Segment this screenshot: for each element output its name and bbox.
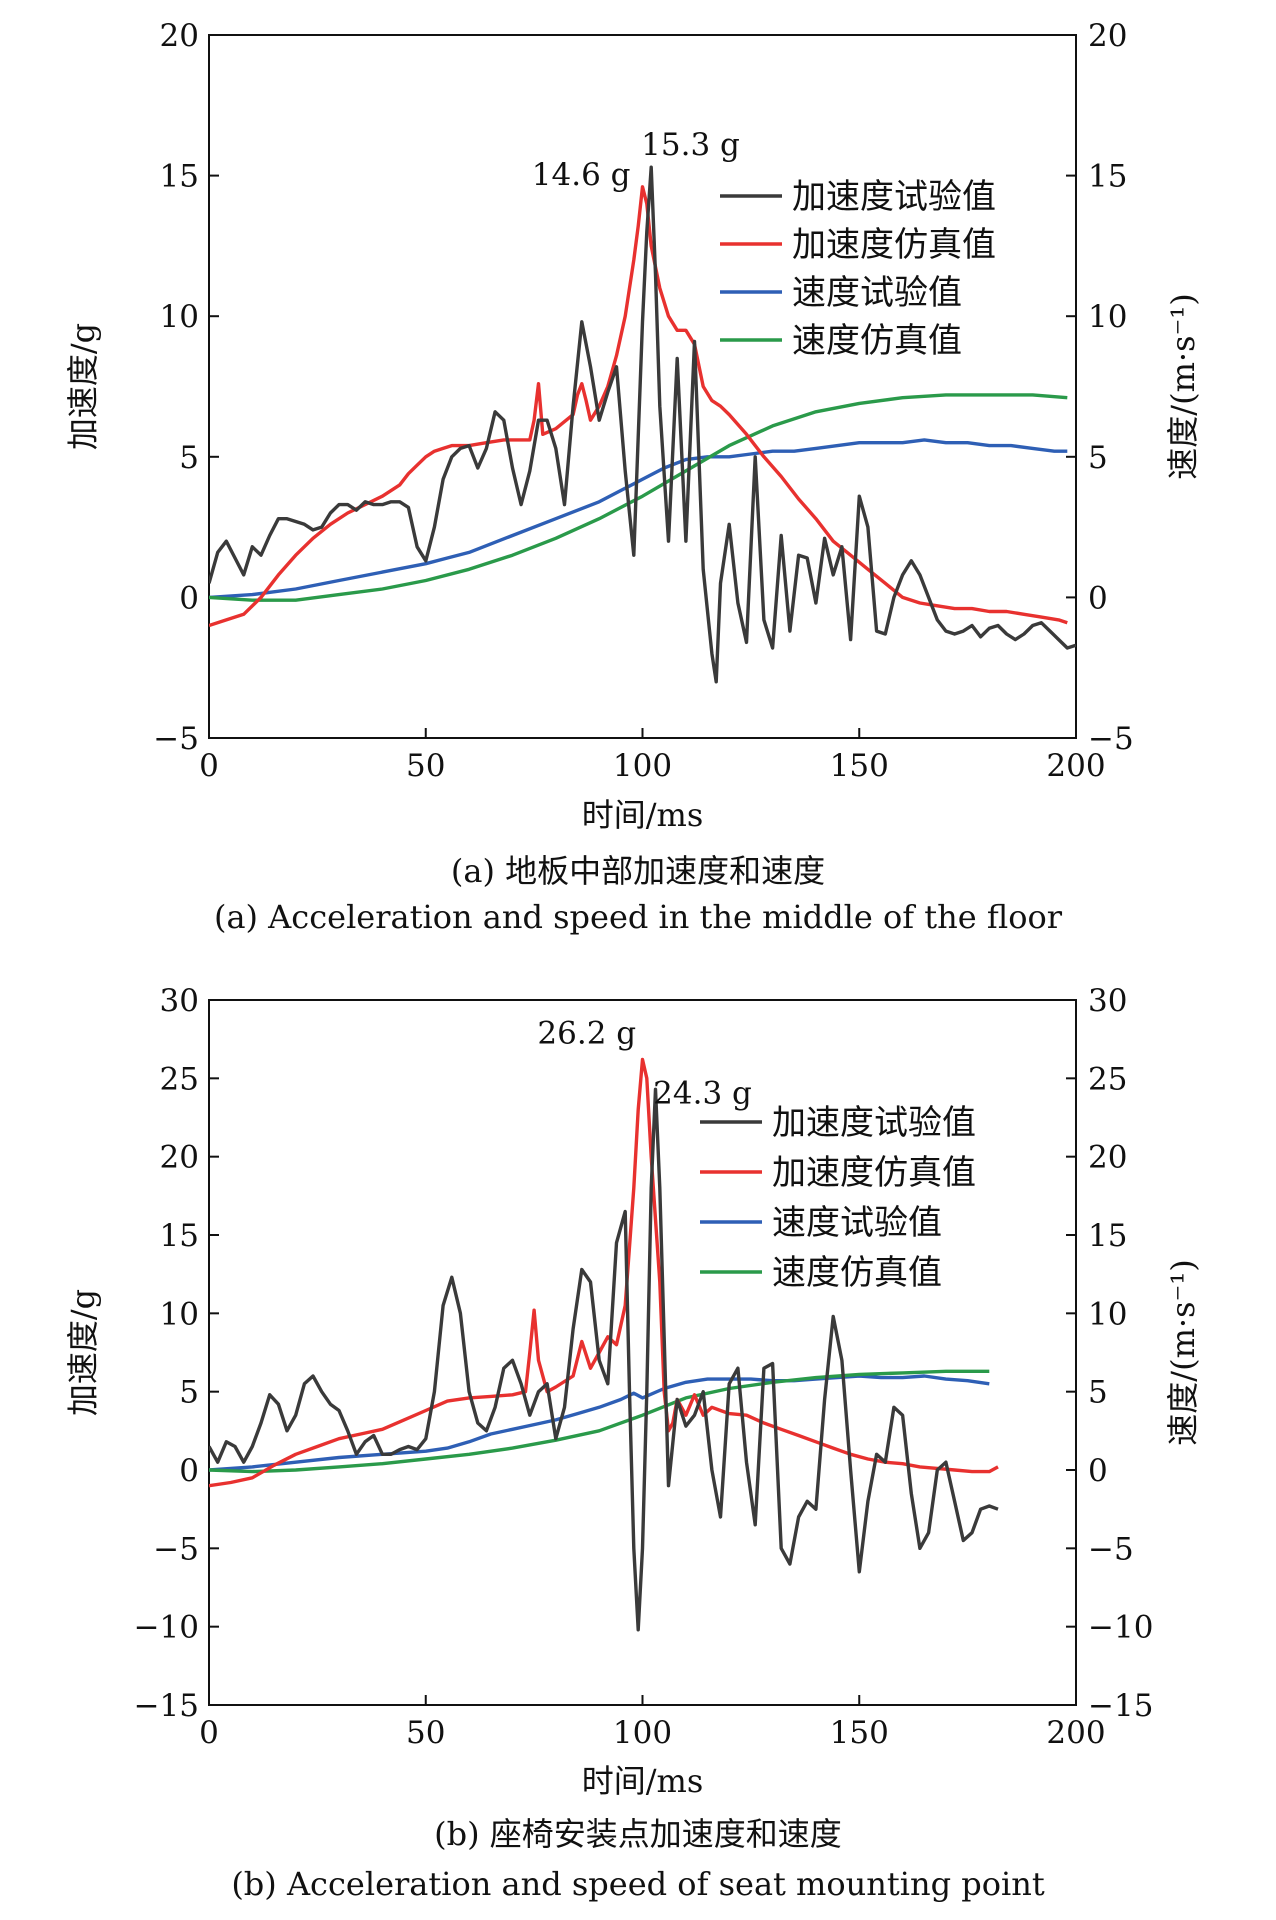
legend-label-0: 加速度试验值 [792,177,996,217]
y-right-tick-label: 30 [1088,983,1127,1019]
caption-cn: (b) 座椅安装点加速度和速度 [434,1815,842,1853]
caption-en: (a) Acceleration and speed in the middle… [214,898,1063,936]
y-right-tick-label: 0 [1088,580,1108,616]
y-left-axis-label: 加速度/g [64,1289,102,1416]
legend-label-1: 加速度仿真值 [772,1153,976,1193]
y-left-tick-label: −5 [153,1531,199,1567]
series-line-0 [209,165,1076,684]
series-line-2 [209,1374,990,1472]
legend-label-1: 加速度仿真值 [792,225,996,265]
series-line-0 [209,1087,999,1632]
peak-annotation-1: 24.3 g [653,1075,752,1111]
peak-annotation-1: 14.6 g [532,157,631,193]
x-axis-label: 时间/ms [582,796,704,834]
y-right-tick-label: −10 [1088,1610,1153,1646]
y-right-axis-label: 速度/(m·s⁻¹) [1164,293,1202,479]
y-left-tick-label: 30 [160,983,199,1019]
chart-b: −15 −15 −10 −10 −5 −5 0 0 5 5 10 10 15 15 20 20 25 25 30 30… [64,983,1202,1903]
legend-label-2: 速度试验值 [792,273,962,313]
series-line-2 [209,438,1068,600]
series-line-1 [209,185,1068,628]
series-line-3 [209,1369,990,1474]
y-left-tick-label: −5 [153,721,199,757]
y-right-tick-label: 10 [1088,299,1127,335]
x-tick-label: 150 [830,748,889,784]
y-left-tick-label: 10 [160,1296,199,1332]
y-right-tick-label: 20 [1088,18,1127,54]
x-tick-label: 50 [406,1715,445,1751]
x-tick-label: 100 [613,748,672,784]
y-right-tick-label: 15 [1088,159,1127,195]
x-tick-label: 100 [613,1715,672,1751]
y-left-tick-label: 0 [179,1453,199,1489]
y-left-tick-label: 0 [179,580,199,616]
y-left-tick-label: 25 [160,1061,199,1097]
x-tick-label: 50 [406,748,445,784]
y-right-tick-label: 0 [1088,1453,1108,1489]
x-tick-label: 0 [199,1715,219,1751]
y-right-tick-label: −5 [1088,721,1134,757]
y-left-tick-label: −15 [134,1688,199,1724]
legend-label-3: 速度仿真值 [792,321,962,361]
x-tick-label: 0 [199,748,219,784]
y-left-tick-label: 10 [160,299,199,335]
legend-label-2: 速度试验值 [772,1203,942,1243]
y-left-tick-label: 20 [160,1140,199,1176]
legend-label-3: 速度仿真值 [772,1253,942,1293]
x-tick-label: 200 [1046,1715,1105,1751]
peak-annotation-0: 26.2 g [537,1016,636,1052]
caption-cn: (a) 地板中部加速度和速度 [451,852,825,890]
y-left-tick-label: 15 [160,1218,199,1254]
y-right-tick-label: 15 [1088,1218,1127,1254]
x-tick-label: 150 [830,1715,889,1751]
y-right-tick-label: 5 [1088,440,1108,476]
y-left-tick-label: 5 [179,440,199,476]
series-line-1 [209,1057,999,1488]
caption-en: (b) Acceleration and speed of seat mount… [231,1865,1045,1903]
x-tick-label: 200 [1046,748,1105,784]
series-line-3 [209,393,1068,602]
y-right-tick-label: 5 [1088,1375,1108,1411]
legend-label-0: 加速度试验值 [772,1103,976,1143]
y-right-tick-label: −15 [1088,1688,1153,1724]
y-left-tick-label: 20 [160,18,199,54]
y-left-tick-label: 15 [160,159,199,195]
y-right-tick-label: 25 [1088,1061,1127,1097]
y-left-tick-label: 5 [179,1375,199,1411]
y-left-tick-label: −10 [134,1610,199,1646]
y-right-tick-label: −5 [1088,1531,1134,1567]
y-right-axis-label: 速度/(m·s⁻¹) [1164,1259,1202,1445]
peak-annotation-0: 15.3 g [641,127,740,163]
y-right-tick-label: 10 [1088,1296,1127,1332]
x-axis-label: 时间/ms [582,1762,704,1800]
y-right-tick-label: 20 [1088,1140,1127,1176]
y-left-axis-label: 加速度/g [64,323,102,450]
